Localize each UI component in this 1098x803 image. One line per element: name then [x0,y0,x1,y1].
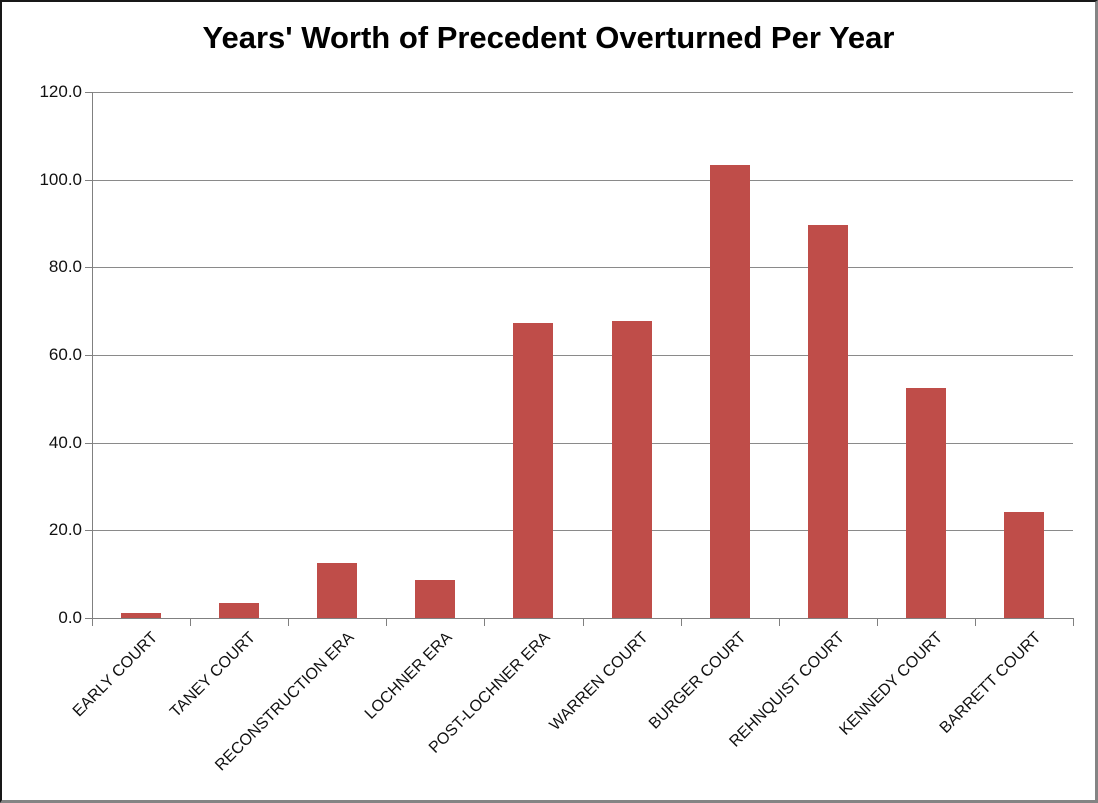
x-axis-tick [778,619,780,626]
bar-early-court [121,612,162,618]
x-axis-line [92,618,1074,619]
bar-reconstruction-era [317,563,358,618]
y-axis-label: 60.0 [48,345,82,364]
y-axis-label: 0.0 [58,608,82,627]
bar-rehnquist-court [807,224,848,618]
x-axis-labels: EARLY COURT TANEY COURT RECONSTRUCTION ERA… [70,629,1073,799]
bar-post-lochner-era [513,322,554,618]
y-axis-tick-80 [85,267,92,269]
gridline-80 [92,267,1073,269]
y-axis-tick-60 [85,355,92,356]
y-axis-line [92,92,93,618]
bar-taney-court [219,603,260,618]
plot-area [92,92,1073,618]
x-axis-label: EARLY COURT [69,629,162,721]
x-axis-label: KENNEDY COURT [836,629,946,739]
bar-kennedy-court [905,388,946,618]
x-axis-tick [190,619,192,626]
x-axis-tick [1073,619,1074,626]
gridline-100 [92,179,1073,181]
gridline-120 [92,92,1073,93]
bar-burger-court [709,165,750,618]
y-axis-tick-100 [85,179,92,181]
y-axis-label: 20.0 [48,520,82,540]
x-axis-ticks [92,619,1074,626]
x-axis-label: TANEY COURT [167,629,260,721]
x-axis-label: BARRETT COURT [936,629,1044,737]
bar-lochner-era [415,579,456,618]
y-axis-label: 40.0 [48,432,82,452]
gridline-20 [92,530,1073,532]
x-axis-tick [582,619,584,626]
y-axis-label: 80.0 [48,257,82,277]
y-axis-label: 120.0 [39,82,82,101]
bar-barrett-court [1003,511,1044,618]
x-axis-tick [680,619,682,626]
bar-warren-court [611,320,652,618]
chart-title: Years' Worth of Precedent Overturned Per… [202,20,895,55]
y-axis-tick-40 [85,442,92,444]
x-axis-tick [288,619,290,626]
x-axis-label: WARREN COURT [546,629,652,735]
gridline-60 [92,355,1073,356]
x-axis-label: LOCHNER ERA [361,629,456,723]
y-axis-label: 100.0 [39,169,82,189]
y-axis-tick-20 [85,530,92,532]
x-axis-tick [484,619,486,626]
gridline-40 [92,442,1073,444]
y-axis-tick-0 [85,618,92,619]
x-axis-tick [92,619,93,626]
y-axis-tick-120 [85,92,92,93]
x-axis-tick [876,619,878,626]
y-axis-labels: 0.0 20.0 40.0 60.0 80.0 100.0 120.0 [2,82,82,627]
x-axis-label: BURGER COURT [646,629,750,733]
x-axis-tick [974,619,976,626]
x-axis-tick [386,619,388,626]
